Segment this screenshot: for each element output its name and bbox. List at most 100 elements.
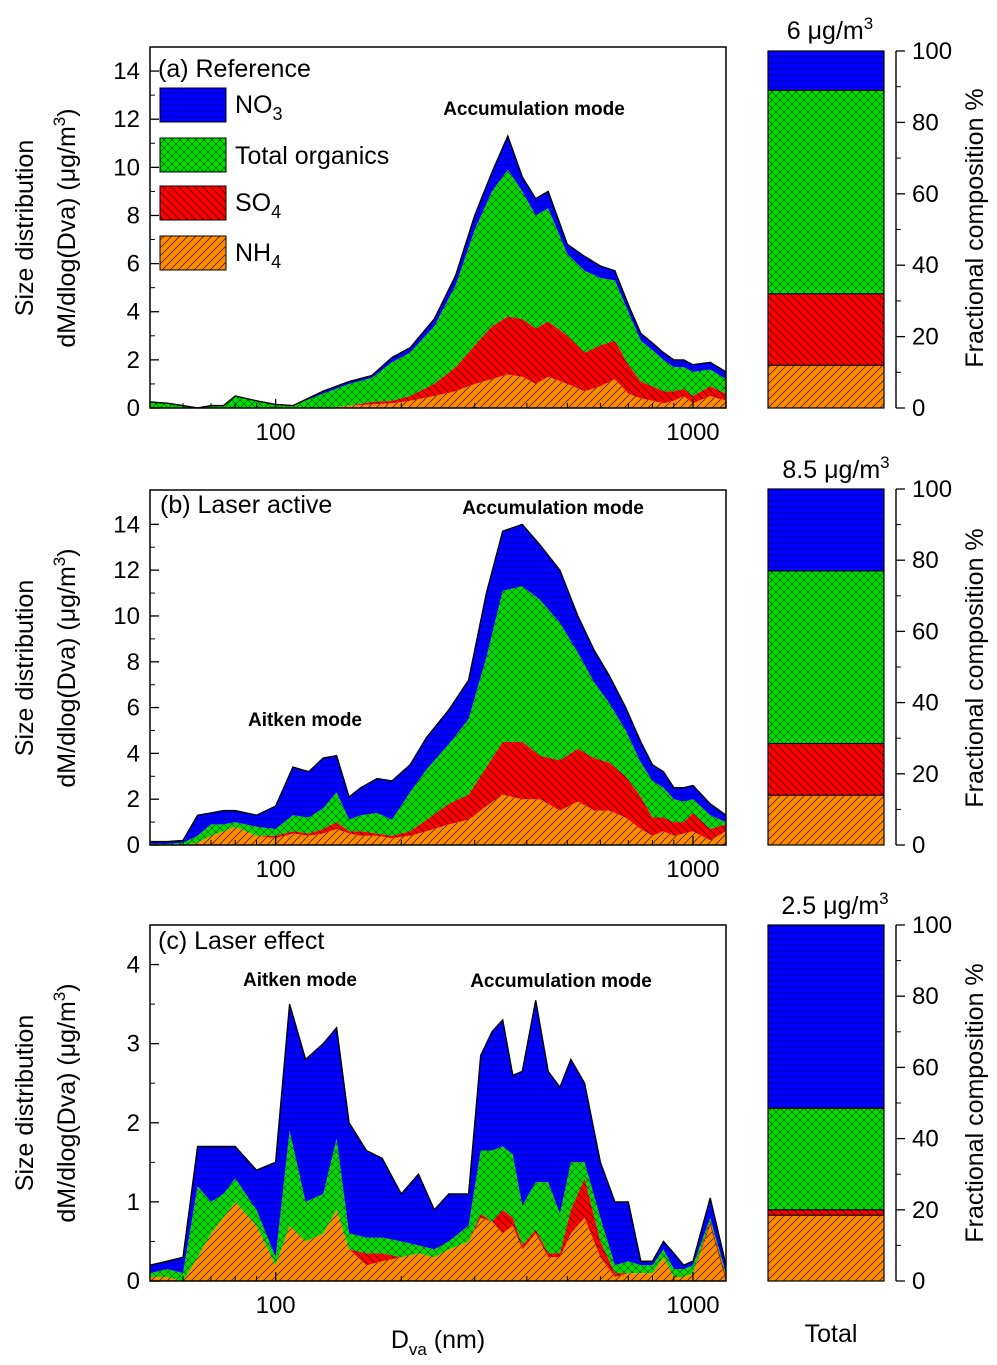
right-tick-label: 0 — [912, 832, 925, 859]
bar-a-frame — [767, 50, 885, 409]
legend: NO3 Total organics SO4 NH4 — [159, 87, 389, 272]
bar-b-axis: 0 20 40 60 80 100 — [895, 476, 952, 859]
x-axis-title: Dva (nm) — [391, 1326, 485, 1359]
legend-label-organics: Total organics — [235, 142, 389, 170]
bar-a-axis: 0 20 40 60 80 100 — [895, 38, 952, 422]
panel-b-annotation-accumulation: Accumulation mode — [462, 498, 644, 519]
y-tick-label: 12 — [113, 557, 140, 584]
right-tick-label: 0 — [912, 1268, 925, 1295]
bar-a-segments — [767, 50, 885, 409]
total-outline — [149, 1000, 727, 1267]
panel-b-axes: 0 2 4 6 8 10 12 14 100 1000 — [113, 511, 719, 883]
bar-b-segments — [767, 488, 885, 846]
panel-c-ylabel-line2: dM/dlog(Dva) (μg/m3) — [50, 983, 81, 1222]
legend-swatch-so4 — [159, 185, 227, 221]
area-nh4 — [150, 794, 726, 845]
x-tick-label: 100 — [256, 1292, 296, 1319]
bar-a-total: 6 μg/m3 — [787, 14, 873, 45]
panel-b-ylabel-line2: dM/dlog(Dva) (μg/m3) — [50, 548, 81, 787]
y-tick-label: 10 — [113, 154, 140, 181]
panel-a-title: (a) Reference — [158, 55, 311, 83]
area-nh4 — [150, 374, 726, 408]
bar-segment-no3 — [767, 488, 885, 572]
y-tick-label: 4 — [127, 952, 140, 979]
bar-a-ylabel: Fractional composition % — [961, 88, 989, 367]
y-tick-label: 8 — [127, 202, 140, 229]
area-no3 — [150, 1000, 726, 1274]
panel-b-ylabel-line1: Size distribution — [11, 580, 39, 756]
right-tick-label: 40 — [912, 1126, 939, 1153]
legend-swatch-no3 — [159, 87, 227, 123]
y-tick-label: 2 — [127, 347, 140, 374]
legend-swatch-organics — [159, 137, 227, 173]
y-tick-label: 10 — [113, 603, 140, 630]
bar-segment-nh4 — [767, 364, 885, 409]
panel-c-title: (c) Laser effect — [158, 927, 324, 955]
y-tick-label: 14 — [113, 511, 140, 538]
bar-a: 0 20 40 60 80 100 6 μg/m3 Fractional composit… — [767, 14, 989, 422]
area-org — [150, 1130, 726, 1281]
panel-b-frame — [149, 489, 727, 846]
right-tick-label: 20 — [912, 324, 939, 351]
panel-b-annotation-aitken: Aitken mode — [248, 710, 362, 731]
area-nh4 — [150, 1201, 726, 1281]
bar-c-segments — [767, 924, 885, 1282]
bar-c-ylabel: Fractional composition % — [961, 963, 989, 1242]
bar-c-axis: 0 20 40 60 80 100 — [895, 912, 952, 1295]
area-so4 — [150, 316, 726, 408]
area-no3 — [150, 524, 726, 844]
bar-segment-nh4 — [767, 794, 885, 846]
area-so4 — [150, 1178, 726, 1281]
panel-c: 0 1 2 3 4 100 1000 (c) Laser effect Aitken mod… — [11, 924, 727, 1359]
area-so4 — [150, 741, 726, 845]
bar-segment-no3 — [767, 50, 885, 91]
bar-b: 0 20 40 60 80 100 8.5 μg/m3 Fractional compos… — [767, 453, 989, 859]
y-tick-label: 6 — [127, 695, 140, 722]
x-tick-label: 1000 — [666, 856, 719, 883]
right-tick-label: 80 — [912, 547, 939, 574]
legend-label-nh4: NH4 — [235, 239, 281, 272]
x-tick-label: 1000 — [666, 419, 719, 446]
panel-c-frame — [149, 924, 727, 1282]
right-tick-label: 20 — [912, 1197, 939, 1224]
y-tick-label: 1 — [127, 1189, 140, 1216]
bar-b-frame — [767, 488, 885, 846]
right-tick-label: 100 — [912, 912, 952, 939]
bar-segment-org — [767, 1107, 885, 1211]
bar-segment-so4 — [767, 1209, 885, 1216]
panel-a: 0 2 4 6 8 10 12 14 100 1000 (a) Reference Accumul… — [11, 46, 727, 446]
y-tick-label: 12 — [113, 106, 140, 133]
right-tick-label: 60 — [912, 618, 939, 645]
panel-c-annotation-accumulation: Accumulation mode — [470, 971, 652, 992]
right-tick-label: 80 — [912, 983, 939, 1010]
panel-c-areas — [149, 1000, 727, 1281]
bar-b-ylabel: Fractional composition % — [961, 528, 989, 807]
y-tick-label: 3 — [127, 1031, 140, 1058]
area-org — [150, 169, 726, 408]
y-tick-label: 2 — [127, 786, 140, 813]
bar-segment-org — [767, 570, 885, 745]
panel-a-frame — [149, 46, 727, 409]
legend-label-so4: SO4 — [235, 189, 281, 222]
bar-c: 0 20 40 60 80 100 2.5 μg/m3 Fractional compos… — [767, 889, 989, 1348]
panel-b-areas — [150, 523, 727, 845]
total-outline — [150, 523, 727, 843]
right-tick-label: 0 — [912, 395, 925, 422]
bar-xlabel-total: Total — [805, 1320, 858, 1348]
panel-a-annotation-accumulation: Accumulation mode — [443, 99, 625, 120]
bar-segment-nh4 — [767, 1214, 885, 1282]
panel-a-ylabel-line2: dM/dlog(Dva) (μg/m3) — [50, 108, 81, 347]
right-tick-label: 40 — [912, 252, 939, 279]
y-tick-label: 4 — [127, 740, 140, 767]
y-tick-label: 6 — [127, 251, 140, 278]
bar-segment-no3 — [767, 924, 885, 1109]
y-tick-label: 4 — [127, 299, 140, 326]
right-tick-label: 40 — [912, 690, 939, 717]
y-tick-label: 2 — [127, 1110, 140, 1137]
total-outline — [149, 134, 727, 409]
x-tick-label: 1000 — [666, 1292, 719, 1319]
bar-segment-so4 — [767, 743, 885, 796]
panel-a-areas — [149, 134, 727, 409]
y-tick-label: 14 — [113, 58, 140, 85]
area-org — [150, 586, 726, 845]
